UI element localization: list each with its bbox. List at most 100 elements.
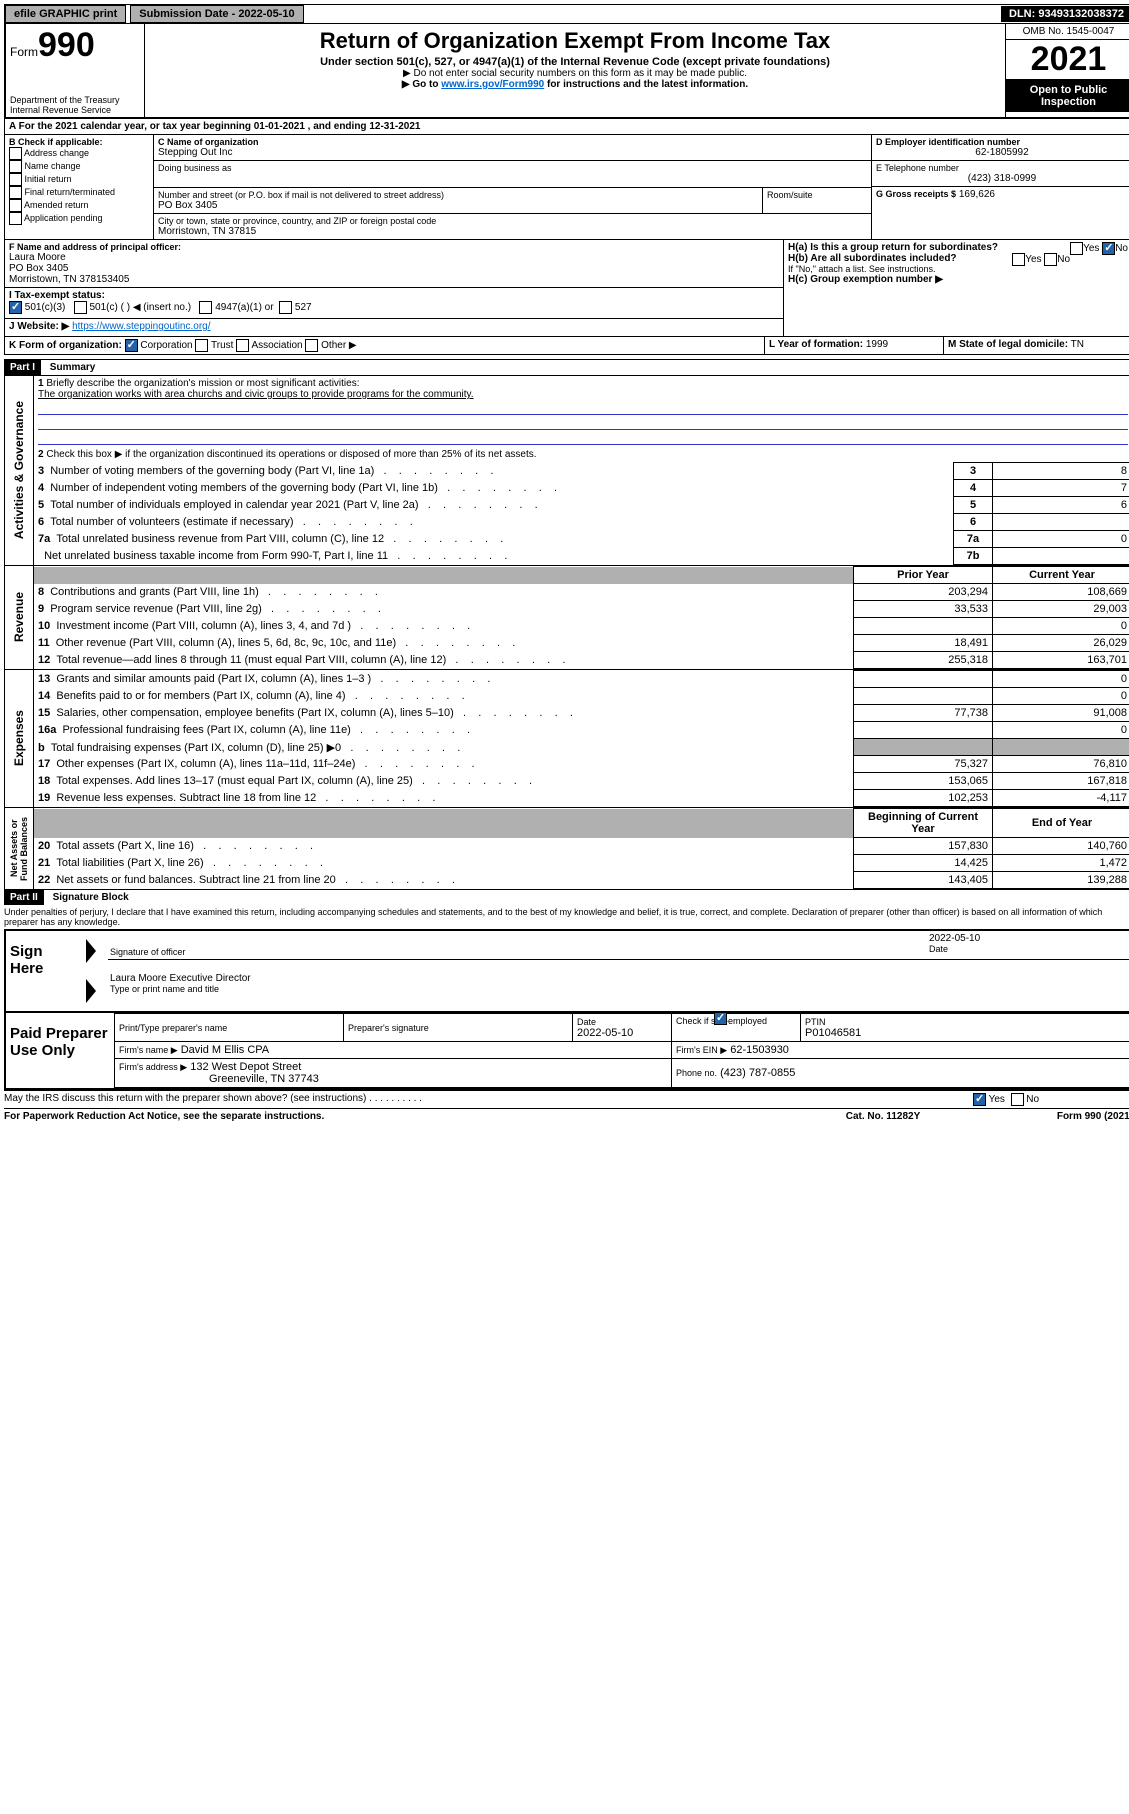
sig-date-value: 2022-05-10: [929, 933, 1129, 944]
officer-printed-name: Laura Moore Executive Director: [110, 973, 1129, 984]
part2-header: Part II: [4, 890, 44, 905]
arrow-icon-2: [86, 979, 96, 1003]
box-g-label: G Gross receipts $: [876, 189, 956, 199]
vlabel-expenses: Expenses: [10, 706, 28, 770]
form-header: Form990 Department of the Treasury Inter…: [4, 24, 1129, 119]
prep-name-label: Print/Type preparer's name: [119, 1023, 339, 1033]
ha-yes[interactable]: [1070, 242, 1083, 255]
discuss-label: May the IRS discuss this return with the…: [4, 1093, 366, 1104]
year-formation: 1999: [866, 339, 888, 350]
open-inspection-label: Open to Public Inspection: [1006, 80, 1129, 112]
k-other[interactable]: [305, 339, 318, 352]
box-c-label: C Name of organization: [158, 137, 867, 147]
part1-title: Summary: [44, 360, 102, 375]
vlabel-netassets: Net Assets or Fund Balances: [7, 808, 31, 889]
no-label2: No: [1057, 254, 1070, 265]
org-name: Stepping Out Inc: [158, 147, 867, 158]
type-name-label: Type or print name and title: [110, 984, 1129, 994]
boxb-checkbox[interactable]: [9, 199, 22, 212]
discuss-no-label: No: [1026, 1094, 1039, 1105]
sign-here-block: Sign Here Signature of officer 2022-05-1…: [4, 929, 1129, 1013]
checkbox-501c3[interactable]: [9, 301, 22, 314]
checkbox-501c[interactable]: [74, 301, 87, 314]
box-j-label: J Website: ▶: [9, 321, 69, 332]
part1-body: Activities & Governance 1 Briefly descri…: [4, 375, 1129, 566]
firm-ein-label: Firm's EIN ▶: [676, 1045, 727, 1055]
form-org-row: K Form of organization: Corporation Trus…: [4, 337, 1129, 355]
hc-label: H(c) Group exemption number ▶: [788, 274, 1128, 285]
ha-no[interactable]: [1102, 242, 1115, 255]
box-e-label: E Telephone number: [876, 163, 1128, 173]
k-opt-assoc: Association: [251, 340, 302, 351]
prep-date-label: Date: [577, 1017, 667, 1027]
hint-ssn: ▶ Do not enter social security numbers o…: [151, 68, 999, 79]
tax-period: A For the 2021 calendar year, or tax yea…: [4, 119, 1129, 135]
discuss-yes[interactable]: [973, 1093, 986, 1106]
prep-sig-label: Preparer's signature: [348, 1023, 568, 1033]
dept-label: Department of the Treasury: [10, 95, 140, 105]
checkbox-527[interactable]: [279, 301, 292, 314]
discuss-yes-label: Yes: [989, 1094, 1005, 1105]
form-footer: Form 990 (2021): [983, 1111, 1129, 1122]
efile-print-button[interactable]: efile GRAPHIC print: [5, 5, 126, 23]
box-k-label: K Form of organization:: [9, 340, 122, 351]
k-assoc[interactable]: [236, 339, 249, 352]
tax-year: 2021: [1006, 40, 1129, 80]
boxb-checkbox[interactable]: [9, 212, 22, 225]
form-subtitle: Under section 501(c), 527, or 4947(a)(1)…: [151, 56, 999, 68]
netassets-block: Net Assets or Fund Balances Beginning of…: [4, 808, 1129, 890]
dba-label: Doing business as: [158, 163, 867, 173]
hb-yes[interactable]: [1012, 253, 1025, 266]
part2-title: Signature Block: [47, 890, 135, 905]
hint-goto-suffix: for instructions and the latest informat…: [544, 79, 748, 90]
org-address: PO Box 3405: [158, 200, 758, 211]
state-domicile: TN: [1071, 339, 1084, 350]
form-prefix: Form: [10, 45, 38, 59]
firm-addr1: 132 West Depot Street: [190, 1061, 301, 1073]
sign-here-label: Sign Here: [6, 931, 84, 1011]
line1-label: Briefly describe the organization's miss…: [46, 378, 359, 389]
self-employed-checkbox[interactable]: [714, 1012, 727, 1025]
yes-label2: Yes: [1025, 254, 1041, 265]
hb-no[interactable]: [1044, 253, 1057, 266]
k-trust[interactable]: [195, 339, 208, 352]
addr-label: Number and street (or P.O. box if mail i…: [158, 190, 758, 200]
checkbox-4947[interactable]: [199, 301, 212, 314]
officer-group-block: F Name and address of principal officer:…: [4, 240, 1129, 337]
boxb-checkbox[interactable]: [9, 173, 22, 186]
k-opt-other: Other ▶: [321, 340, 356, 351]
expenses-block: Expenses 13 Grants and similar amounts p…: [4, 670, 1129, 808]
opt-501c3: 501(c)(3): [25, 302, 66, 313]
k-opt-corp: Corporation: [140, 340, 192, 351]
paid-preparer-label: Paid Preparer Use Only: [6, 1013, 114, 1088]
phone-value: (423) 318-0999: [876, 173, 1128, 184]
officer-addr1: PO Box 3405: [9, 263, 779, 274]
box-f-label: F Name and address of principal officer:: [9, 242, 779, 252]
irs-form990-link[interactable]: www.irs.gov/Form990: [441, 79, 544, 90]
boxb-checkbox[interactable]: [9, 160, 22, 173]
mission-text: The organization works with area churchs…: [38, 389, 474, 400]
boxb-checkbox[interactable]: [9, 186, 22, 199]
declaration-text: Under penalties of perjury, I declare th…: [4, 905, 1129, 929]
discuss-no[interactable]: [1011, 1093, 1024, 1106]
ha-label: H(a) Is this a group return for subordin…: [788, 242, 998, 253]
omb-number: OMB No. 1545-0047: [1006, 24, 1129, 40]
hb-label: H(b) Are all subordinates included?: [788, 253, 957, 264]
boxb-checkbox[interactable]: [9, 147, 22, 160]
officer-name: Laura Moore: [9, 252, 779, 263]
vlabel-revenue: Revenue: [10, 588, 28, 646]
yes-label: Yes: [1083, 243, 1099, 254]
opt-4947: 4947(a)(1) or: [215, 302, 273, 313]
box-i-label: I Tax-exempt status:: [9, 290, 105, 301]
city-label: City or town, state or province, country…: [158, 216, 867, 226]
no-label: No: [1115, 243, 1128, 254]
officer-addr2: Morristown, TN 378153405: [9, 274, 779, 285]
opt-527: 527: [295, 302, 312, 313]
paid-preparer-block: Paid Preparer Use Only Print/Type prepar…: [4, 1013, 1129, 1090]
website-link[interactable]: https://www.steppingoutinc.org/: [72, 321, 210, 332]
k-corp[interactable]: [125, 339, 138, 352]
firm-addr-label: Firm's address ▶: [119, 1062, 187, 1072]
ptin-value: P01046581: [805, 1027, 1126, 1039]
hint-goto-prefix: ▶ Go to: [402, 79, 441, 90]
opt-501c: 501(c) ( ) ◀ (insert no.): [89, 302, 191, 313]
